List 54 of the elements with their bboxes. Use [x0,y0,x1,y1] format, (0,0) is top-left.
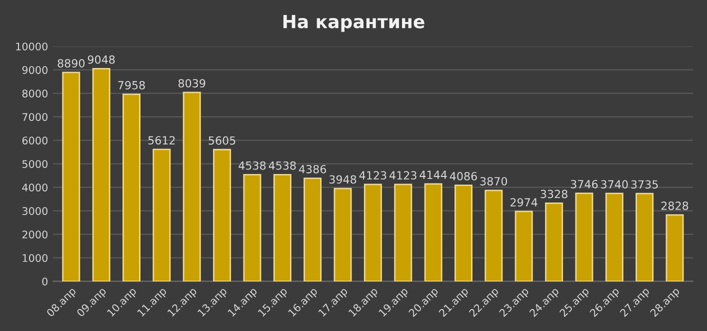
bar [636,192,654,282]
chart-title: На карантине [283,14,424,32]
y-tick-label: 8000 [22,90,48,98]
bar [334,188,352,282]
data-label: 4538 [238,161,266,170]
bar [213,148,232,282]
data-label: 4086 [450,172,477,180]
bar [364,184,382,282]
bar [454,184,472,282]
y-tick-label: 1000 [22,254,48,262]
data-label: 4386 [298,164,326,174]
y-tick-label: 4000 [22,184,48,192]
bar [424,183,442,282]
bar [92,68,110,282]
data-label: 4144 [420,170,447,179]
y-tick-label: 9000 [22,66,48,74]
data-label: 4538 [268,161,296,170]
y-tick-label: 3000 [22,207,48,215]
data-label: 4123 [359,171,386,180]
data-label: 3870 [480,177,508,186]
y-tick-label: 0 [42,278,48,286]
y-tick-label: 10000 [16,42,48,50]
data-label: 9048 [88,55,115,64]
y-tick-label: 2000 [22,230,48,238]
bar [545,202,564,282]
bar [514,210,533,282]
bar [182,92,201,282]
bar [394,184,412,282]
bar [243,174,262,282]
data-label: 3948 [329,175,356,184]
data-label: 2828 [661,202,688,210]
data-label: 2974 [510,198,538,207]
bar [484,190,503,282]
y-tick-label: 5000 [22,160,48,168]
data-label: 4123 [390,171,416,180]
bar [666,214,684,282]
data-label: 3746 [570,180,598,188]
data-label: 7958 [118,80,145,90]
data-label: 8039 [178,79,206,88]
data-label: 5605 [208,136,236,145]
data-label: 3735 [631,180,658,189]
bar [122,94,140,282]
data-label: 5612 [148,136,175,145]
bar [304,178,322,282]
bar [605,192,624,282]
bar [273,174,292,282]
y-tick-label: 7000 [22,113,48,121]
data-label: 3740 [601,180,628,189]
bar [152,148,171,282]
data-label: 3328 [540,190,568,198]
bar [62,72,80,282]
bar [575,192,594,282]
data-label: 8890 [58,59,85,68]
y-tick-label: 6000 [22,136,48,144]
